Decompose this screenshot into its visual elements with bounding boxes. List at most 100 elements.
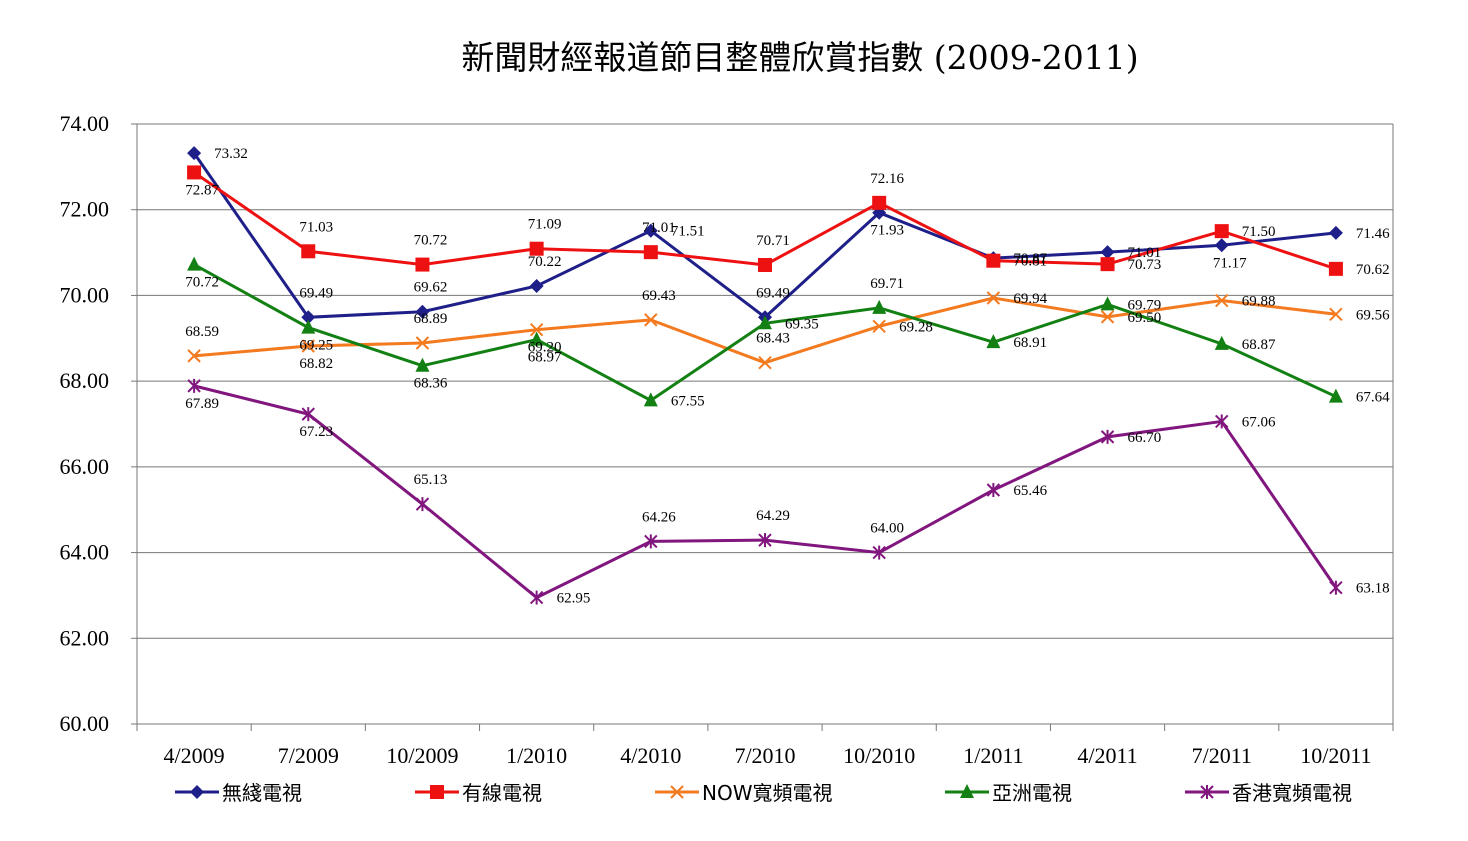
data-label: 69.43 [642,288,676,304]
data-label: 69.94 [1013,291,1047,307]
triangle-marker [960,784,974,798]
axes: 60.00 62.00 64.00 66.00 68.00 70.00 72.00 74.00… [60,111,1394,768]
legend-item-2: NOW寬頻電視 [655,781,832,805]
diamond-marker [1214,238,1229,253]
diamond-marker [1100,245,1115,260]
diamond-marker [643,223,658,238]
square-marker [301,244,316,259]
x-tick-label: 4/2011 [1077,743,1137,768]
x-marker [986,291,1001,305]
x-marker-stroke [1100,310,1115,324]
series-line [193,384,1338,600]
x-tick-label: 10/2010 [843,743,915,768]
data-label: 66.70 [1128,430,1162,446]
data-label: 70.87 [1013,251,1047,267]
data-label: 70.22 [528,254,562,270]
x-marker-stroke [301,339,315,353]
star-marker [644,534,658,549]
data-label: 65.46 [1013,483,1047,499]
data-label: 64.26 [642,509,676,525]
x-marker [644,313,658,327]
x-tick-label: 1/2011 [963,743,1023,768]
data-label: 68.97 [528,350,562,366]
data-label: 69.35 [785,316,819,332]
series-3 [187,256,1343,407]
x-marker [872,319,886,333]
star-marker [529,590,544,605]
triangle-marker [1100,296,1115,311]
y-tick-label: 60.00 [60,711,110,736]
legend-label: NOW寬頻電視 [702,781,832,805]
triangle-marker [187,256,202,271]
data-label: 73.32 [214,146,248,162]
diamond-marker [187,146,202,161]
y-tick-label: 66.00 [60,454,110,479]
data-label: 68.89 [414,311,448,327]
x-marker-stroke [1215,293,1229,308]
x-marker-stroke [415,336,430,350]
star-marker [187,378,201,393]
x-marker [529,323,544,337]
x-tick-label: 10/2011 [1300,743,1371,768]
data-label: 71.01 [642,220,676,236]
data-label: 69.28 [899,319,933,335]
data-label: 71.93 [870,223,904,239]
data-label: 70.62 [1356,262,1390,278]
y-tick-label: 70.00 [60,282,110,307]
square-marker [430,785,444,799]
x-marker-stroke [758,356,772,370]
triangle-marker [986,334,1001,349]
legend-item-3: 亞洲電視 [945,781,1072,805]
data-label: 62.95 [557,591,591,607]
legend-label: 香港寬頻電視 [1232,781,1352,805]
x-marker-stroke [872,319,886,333]
star-marker [758,533,772,548]
triangle-marker [529,331,544,346]
x-marker [1329,307,1343,321]
data-label: 71.51 [671,224,705,240]
triangle-marker [758,315,772,330]
legend-label: 亞洲電視 [992,781,1072,805]
data-label: 70.73 [1128,257,1162,273]
data-label: 72.87 [185,182,219,198]
data-label: 72.16 [870,171,904,187]
triangle-marker [643,392,658,407]
legend-item-1: 有線電視 [415,781,542,805]
data-label: 71.03 [299,219,333,235]
star-marker [301,407,315,422]
x-marker-stroke [187,349,201,363]
x-marker-stroke [529,323,544,337]
x-marker [670,785,684,799]
triangle-marker [1214,335,1229,350]
y-tick-label: 62.00 [60,625,110,650]
data-label: 71.17 [1213,255,1247,271]
x-tick-label: 7/2009 [278,743,339,768]
data-label: 67.89 [185,396,219,412]
x-marker [1100,310,1115,324]
data-label: 64.29 [756,508,790,524]
x-tick-label: 7/2010 [734,743,795,768]
x-marker-stroke [644,313,658,327]
data-label: 70.71 [756,233,790,249]
data-label: 64.00 [870,521,904,537]
chart-title: 新聞財經報道節目整體欣賞指數 (2009-2011) [461,38,1138,77]
triangle-marker [415,357,430,372]
data-label: 69.49 [756,285,790,301]
square-marker [872,195,887,210]
data-label: 69.50 [1128,310,1162,326]
data-label: 69.20 [528,340,562,356]
data-label: 67.55 [671,393,705,409]
data-label: 68.59 [185,324,219,340]
data-label: 69.56 [1356,307,1390,323]
diamond-marker [415,304,430,319]
diamond-marker [1328,225,1343,240]
square-marker [1214,224,1229,239]
data-label: 68.36 [414,376,448,392]
data-label: 68.91 [1013,335,1047,351]
star-marker [872,545,886,560]
square-marker [986,253,1001,268]
data-labels: 73.32 69.49 69.62 70.22 71.51 69.49 71.93 70.87… [185,146,1390,606]
star-marker [986,483,1001,497]
data-label: 68.82 [299,356,333,372]
